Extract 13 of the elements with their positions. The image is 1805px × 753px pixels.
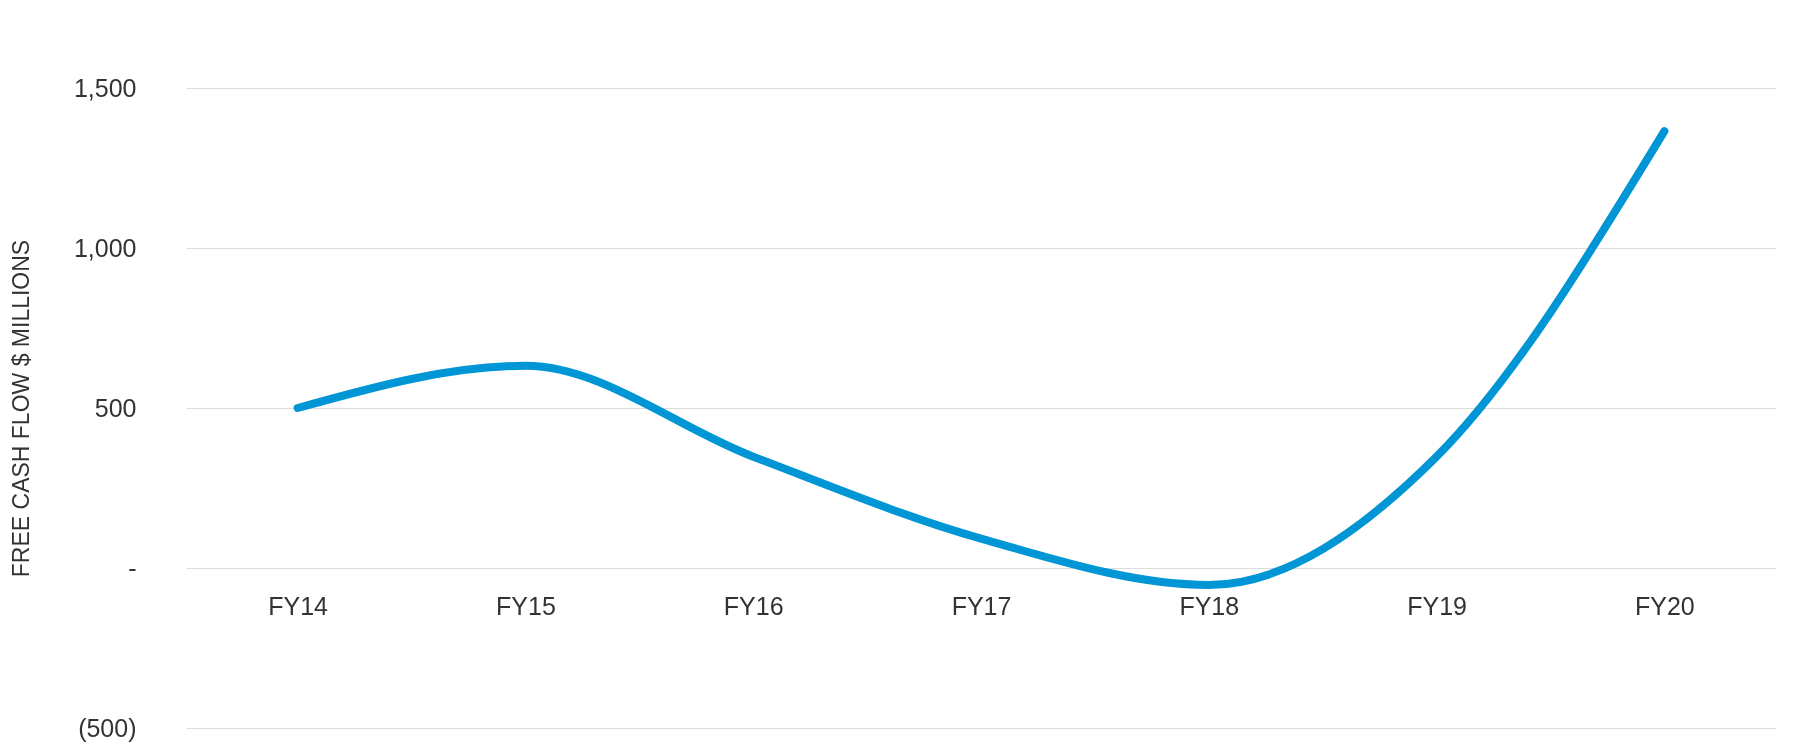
x-tick-label: FY17 <box>951 591 1012 620</box>
y-tick-label: 500 <box>94 393 137 422</box>
x-tick-label: FY19 <box>1407 591 1467 620</box>
x-tick-label: FY14 <box>268 591 329 620</box>
x-tick-label: FY16 <box>723 591 784 620</box>
y-tick-label: 1,500 <box>73 73 137 102</box>
x-tick-label: FY20 <box>1635 591 1695 620</box>
y-tick-label: (500) <box>78 713 137 742</box>
x-tick-label: FY18 <box>1179 591 1240 620</box>
y-tick-label: 1,000 <box>73 233 137 262</box>
x-tick-label: FY15 <box>496 591 556 620</box>
y-tick-label: - <box>128 553 137 582</box>
y-axis-title: FREE CASH FLOW $ MILLIONS <box>7 239 34 578</box>
